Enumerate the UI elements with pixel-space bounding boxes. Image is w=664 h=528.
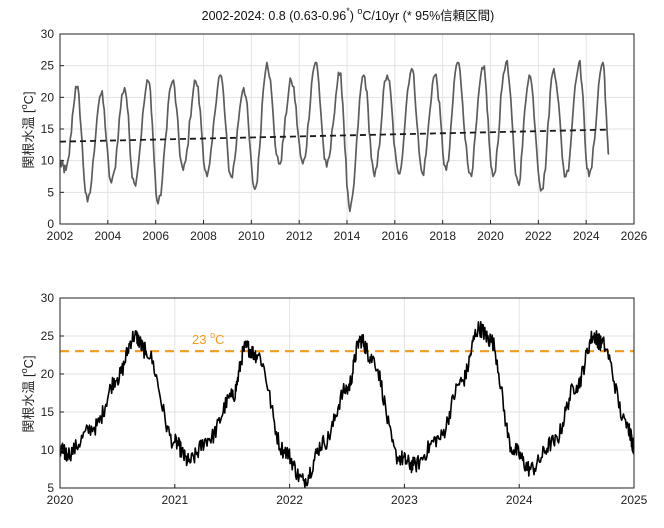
- y-tick-label: 30: [41, 291, 55, 305]
- threshold-label: 23 oC: [192, 330, 224, 347]
- trend-line: [59, 128, 608, 143]
- top-panel-title: 2002-2024: 0.8 (0.63-0.96*) oC/10yr (* 9…: [202, 6, 495, 23]
- temperature-series: [59, 59, 610, 213]
- top-panel: 2002 2004 2006 2008 2010 2012 2014 2016 2018 2020…: [19, 6, 648, 243]
- top-panel-x-ticks: 2002 2004 2006 2008 2010 2012 2014 2016 2018 2020…: [47, 220, 648, 243]
- temperature-series: [59, 321, 635, 488]
- bottom-panel-x-ticks: 2020 2021 2022 2023 2024 2025: [47, 484, 648, 507]
- bottom-panel-series: [59, 321, 635, 488]
- x-tick-label: 2008: [190, 229, 217, 243]
- x-tick-label: 2023: [391, 493, 418, 507]
- x-tick-label: 2014: [334, 229, 361, 243]
- x-tick-label: 2025: [621, 493, 648, 507]
- x-tick-label: 2024: [573, 229, 600, 243]
- y-tick-label: 20: [41, 90, 55, 104]
- y-tick-label: 25: [41, 59, 55, 73]
- y-tick-label: 10: [41, 154, 55, 168]
- x-tick-label: 2021: [161, 493, 188, 507]
- x-tick-label: 2012: [286, 229, 313, 243]
- bottom-panel-y-ticks: 5 10 15 20 25 30: [41, 291, 64, 495]
- x-tick-label: 2022: [525, 229, 552, 243]
- x-tick-label: 2026: [621, 229, 648, 243]
- y-tick-label: 10: [41, 443, 55, 457]
- bottom-panel-y-axis-label: 関根水温 [oC]: [19, 355, 36, 432]
- x-tick-label: 2016: [381, 229, 408, 243]
- x-tick-label: 2020: [47, 493, 74, 507]
- x-tick-label: 2002: [47, 229, 74, 243]
- x-tick-label: 2006: [142, 229, 169, 243]
- x-tick-label: 2024: [506, 493, 533, 507]
- x-tick-label: 2022: [276, 493, 303, 507]
- top-panel-y-axis-label: 関根水温 [oC]: [19, 91, 36, 168]
- x-tick-label: 2010: [238, 229, 265, 243]
- y-tick-label: 5: [47, 481, 54, 495]
- y-tick-label: 0: [47, 217, 54, 231]
- x-tick-label: 2004: [94, 229, 121, 243]
- y-tick-label: 25: [41, 329, 55, 343]
- y-tick-label: 15: [41, 405, 55, 419]
- x-tick-label: 2018: [429, 229, 456, 243]
- x-tick-label: 2020: [477, 229, 504, 243]
- y-tick-label: 5: [47, 185, 54, 199]
- y-tick-label: 20: [41, 367, 55, 381]
- top-panel-series: [59, 59, 610, 213]
- y-tick-label: 30: [41, 27, 55, 41]
- bottom-panel-frame: [59, 297, 635, 489]
- y-tick-label: 15: [41, 122, 55, 136]
- top-panel-y-ticks: 0 5 10 15 20 25 30: [41, 27, 64, 231]
